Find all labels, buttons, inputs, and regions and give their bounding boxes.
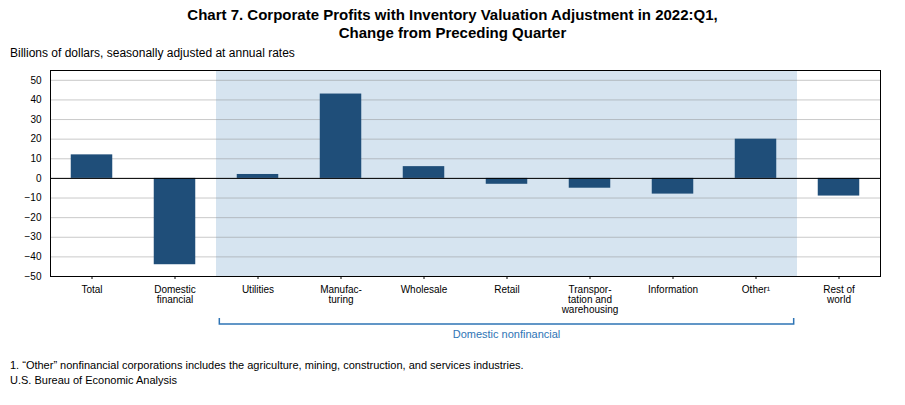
html-text:Billions of dollars, seasonall: Billions of dollars, seasonally adjusted… xyxy=(10,46,295,60)
svg-text:20: 20 xyxy=(30,133,42,144)
svg-text:−40: −40 xyxy=(25,251,42,262)
svg-text:Total: Total xyxy=(81,284,102,295)
svg-text:Utilities: Utilities xyxy=(242,284,274,295)
html-text:U.S. Bureau of Economic Analys: U.S. Bureau of Economic Analysis xyxy=(10,373,177,386)
svg-text:40: 40 xyxy=(30,94,42,105)
svg-text:Rest ofworld: Rest ofworld xyxy=(823,284,855,305)
svg-text:Retail: Retail xyxy=(494,284,520,295)
html-text:1. “Other” nonfinancial corpor: 1. “Other” nonfinancial corporations inc… xyxy=(10,359,524,371)
svg-text:Transpor-tation andwarehousing: Transpor-tation andwarehousing xyxy=(561,284,619,315)
svg-text:Domestic nonfinancial: Domestic nonfinancial xyxy=(453,328,561,340)
svg-text:Other¹: Other¹ xyxy=(742,284,771,295)
svg-text:−30: −30 xyxy=(25,231,42,242)
svg-text:Information: Information xyxy=(648,284,698,295)
svg-text:Manufac-turing: Manufac-turing xyxy=(320,284,362,305)
svg-text:Wholesale: Wholesale xyxy=(401,284,448,295)
svg-text:−20: −20 xyxy=(25,212,42,223)
svg-text:Domesticfinancial: Domesticfinancial xyxy=(154,284,196,305)
svg-text:−50: −50 xyxy=(25,271,42,282)
svg-text:30: 30 xyxy=(30,114,42,125)
html-text:Chart 7. Corporate Profits wit: Chart 7. Corporate Profits with Inventor… xyxy=(187,6,718,41)
svg-text:10: 10 xyxy=(30,153,42,164)
svg-text:0: 0 xyxy=(36,173,42,184)
svg-text:50: 50 xyxy=(30,75,42,86)
svg-text:−10: −10 xyxy=(25,192,42,203)
